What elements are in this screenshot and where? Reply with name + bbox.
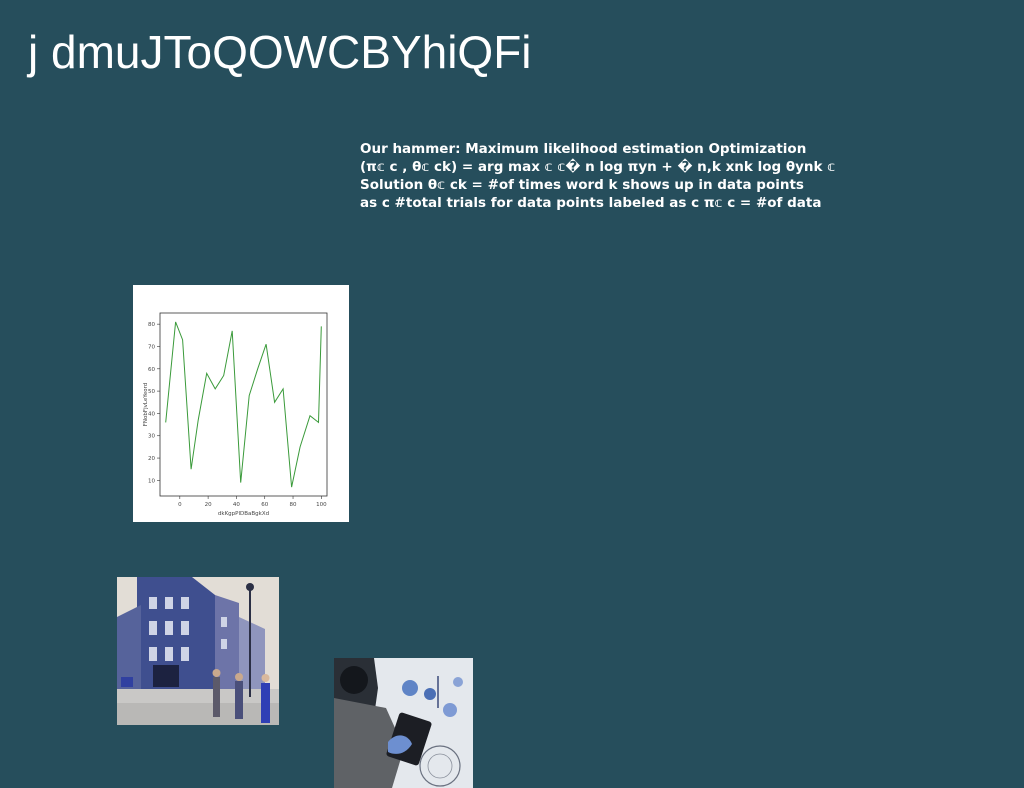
slide-body-text: Our hammer: Maximum likelihood estimatio…: [360, 140, 920, 212]
x-tick-label: 40: [233, 502, 240, 508]
line-chart-panel: 10 20 30 40 50 60 70 80 0 20 40 60 80 100 dkKgpPlDBa…: [133, 285, 349, 522]
y-tick-label: 70: [148, 344, 155, 350]
x-tick-label: 20: [205, 502, 212, 508]
y-tick-label: 80: [148, 322, 155, 328]
x-tick-label: 80: [290, 502, 297, 508]
y-tick-label: 50: [148, 389, 155, 395]
y-tick-label: 10: [148, 478, 155, 484]
y-tick-label: 30: [148, 434, 155, 440]
body-line-3: Solution θ𝕔 ck = #of times word k shows …: [360, 177, 804, 193]
slide-title: j dmuJToQOWCBYhiQFi: [28, 26, 532, 78]
tablet-desk-image: [334, 658, 473, 788]
body-line-4: as c #total trials for data points label…: [360, 195, 822, 211]
y-tick-label: 60: [148, 367, 155, 373]
plot-frame: [159, 312, 328, 497]
body-line-2: (π𝕔 c , θ𝕔 ck) = arg max 𝕔 𝕔� n log πyn …: [360, 159, 836, 175]
y-tick-label: 20: [148, 456, 155, 462]
line-chart: 10 20 30 40 50 60 70 80 0 20 40 60 80 100 dkKgpPlDBa…: [143, 312, 328, 517]
y-tick-label: 40: [148, 411, 155, 417]
x-tick-label: 0: [178, 502, 182, 508]
street-photo: [117, 577, 279, 725]
x-axis-label: dkKgpPlDBaBgkXd: [218, 511, 269, 517]
street-scene-image: [117, 577, 279, 725]
x-axis-ticks: 0 20 40 60 80 100: [178, 496, 327, 508]
body-line-1: Our hammer: Maximum likelihood estimatio…: [360, 141, 807, 157]
x-tick-label: 100: [316, 502, 327, 508]
tablet-desk-photo: [334, 658, 473, 788]
y-axis-ticks: 10 20 30 40 50 60 70 80: [148, 322, 160, 484]
y-axis-label: FNobFjvLeYeord: [143, 383, 149, 426]
x-tick-label: 60: [261, 502, 268, 508]
series-line: [165, 321, 322, 488]
